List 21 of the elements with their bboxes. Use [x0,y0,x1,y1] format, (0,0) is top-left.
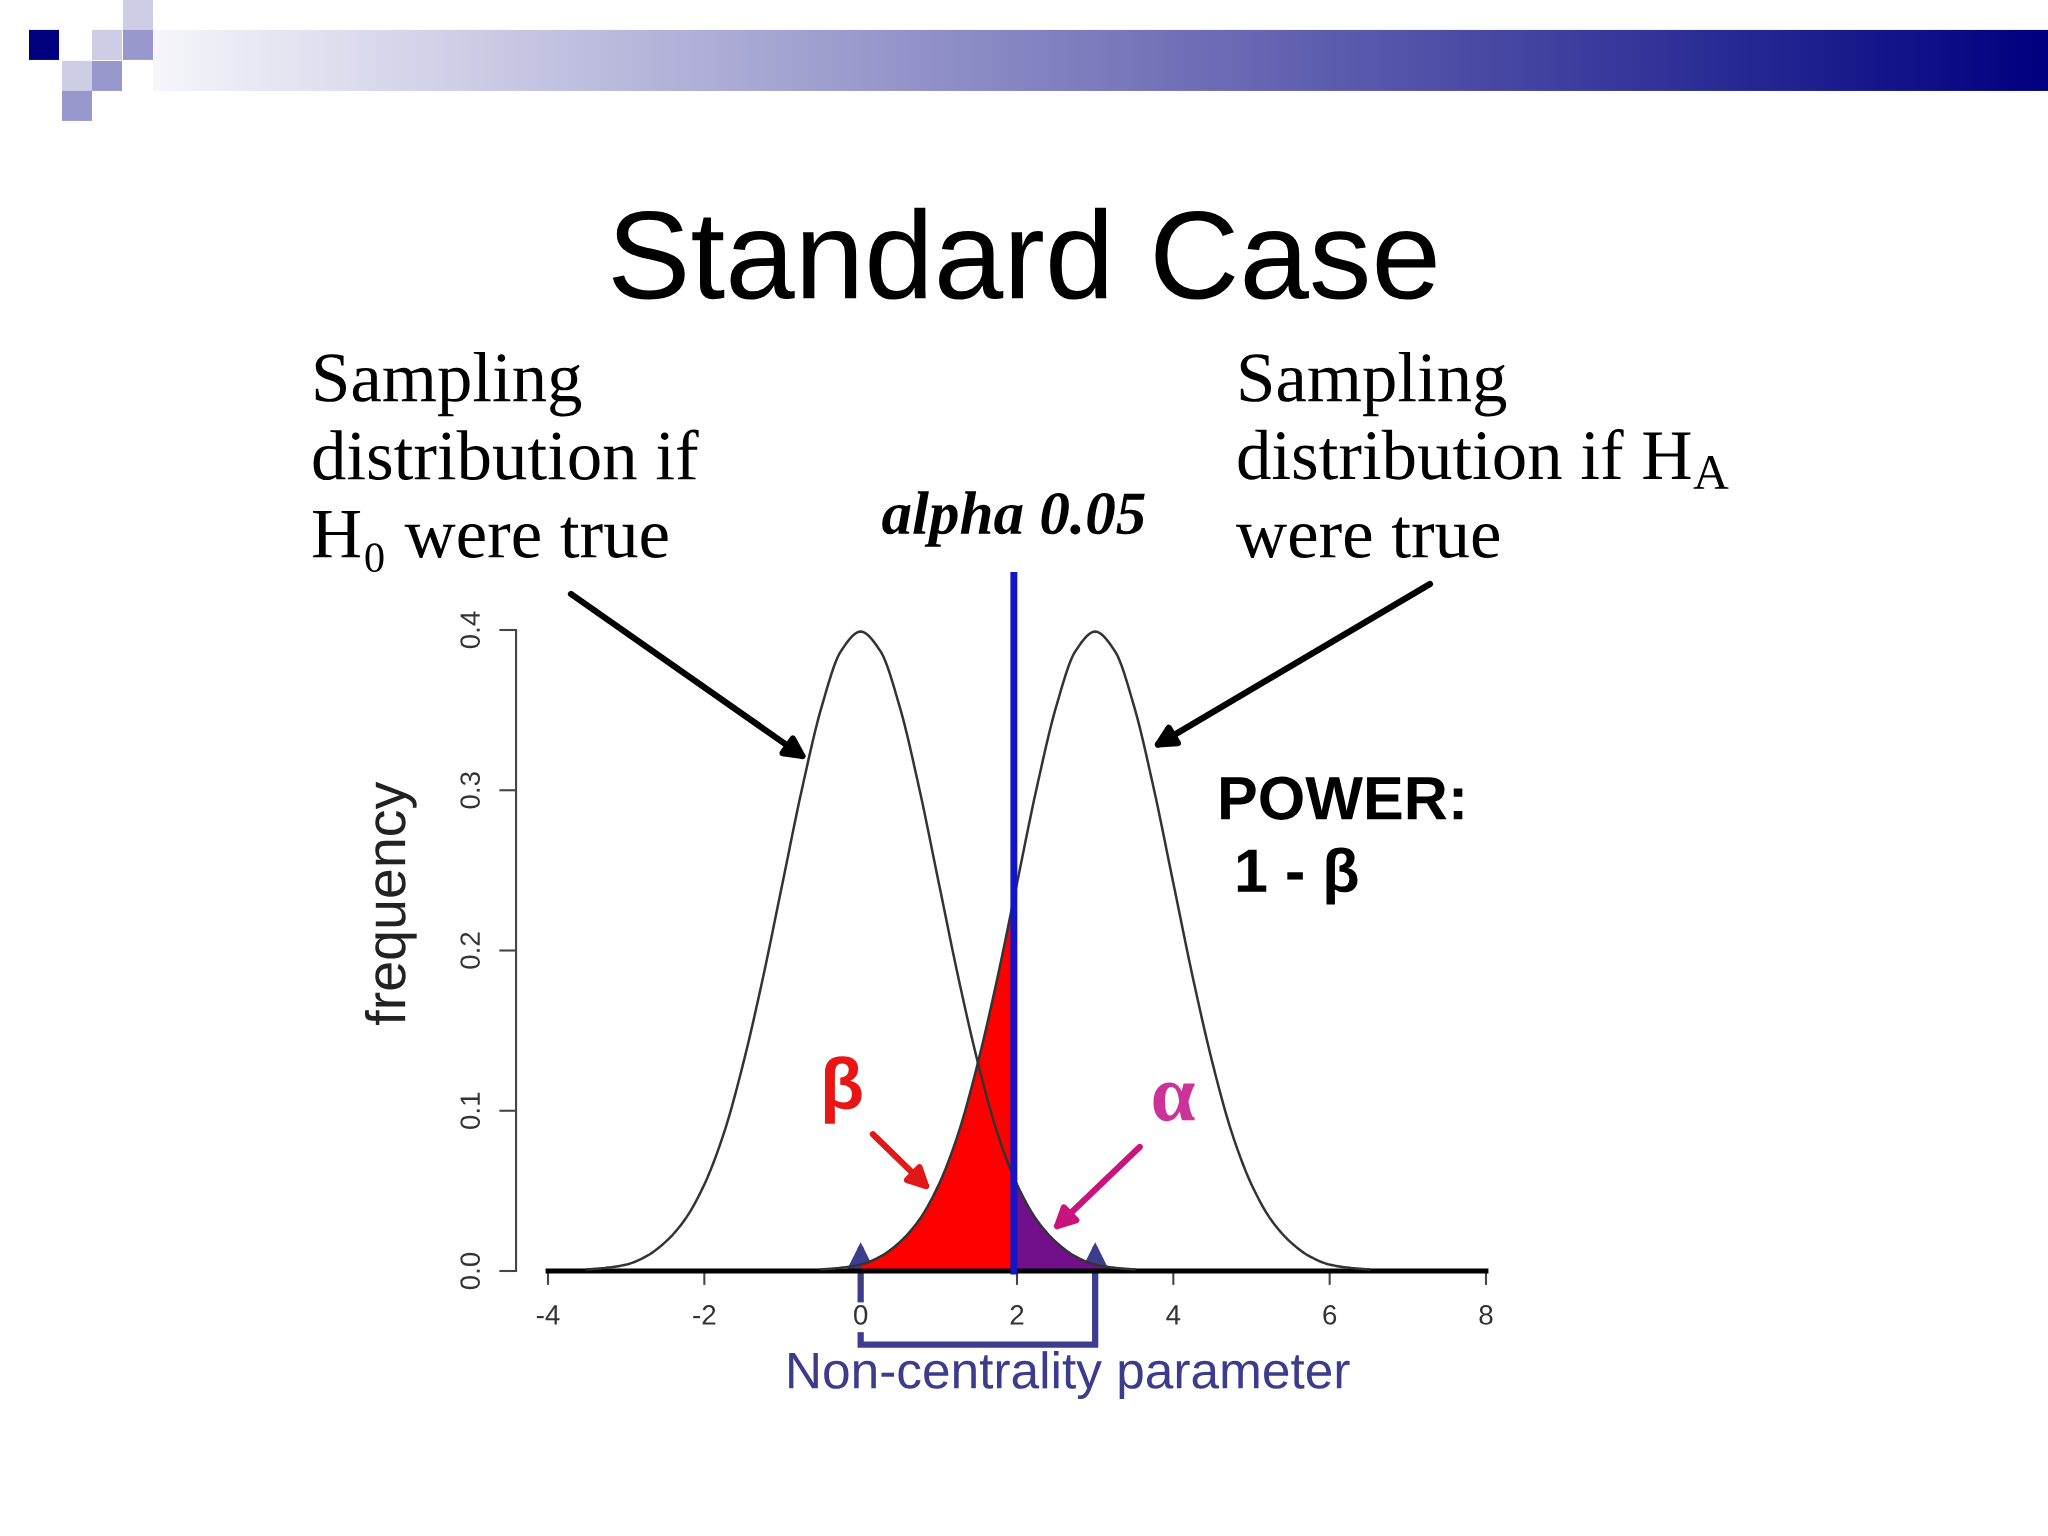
x-tick-label: 4 [1166,1305,1181,1325]
annotation: α [1153,1082,1195,1122]
y-tick-label: 0.1 [460,1092,481,1129]
chart-title: Standard Case [612,207,1436,300]
y-axis-title: frequency [364,781,417,1025]
x-tick-label: -2 [693,1305,716,1325]
annotation: POWER: 1 - β [1221,776,1463,905]
x-tick-label: 2 [1010,1305,1024,1325]
x-tick-label: -4 [536,1305,560,1325]
y-tick-label: 0.4 [460,611,481,649]
x-tick-label: 6 [1323,1305,1337,1325]
text: Sampling distribution if H$_{A}$ were true [1236,352,1729,559]
annotation: β [824,1056,862,1124]
x-tick-label: 8 [1479,1305,1493,1325]
y-tick-label: 0.3 [460,772,481,809]
x-tick-label: 0 [854,1305,868,1325]
ref-line-label: alpha 0.05 [882,491,1145,547]
y-tick-label: 0.2 [460,932,481,969]
x-axis-title: Non-centrality parameter [789,1351,1350,1400]
text: Sampling distribution if H₀ were true [313,352,699,573]
y-tick-label: 0.0 [460,1252,481,1290]
